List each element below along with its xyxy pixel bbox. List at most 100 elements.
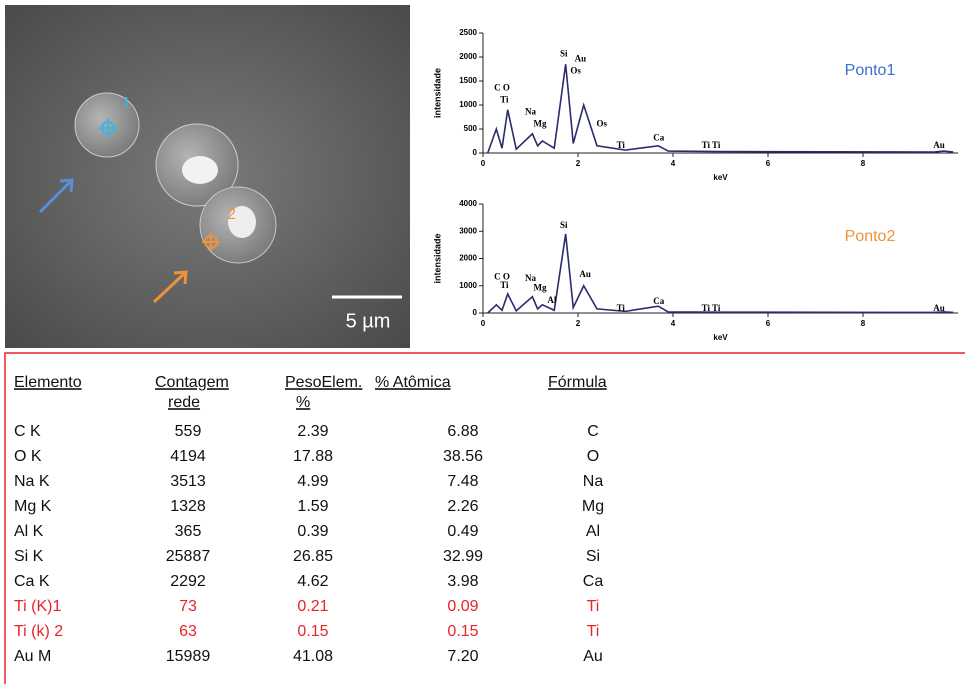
y-tick-label: 1000 — [459, 281, 477, 290]
table-cell: O K — [14, 448, 42, 465]
table-cell: 73 — [179, 598, 197, 615]
table-cell: 63 — [179, 623, 197, 640]
y-tick-label: 4000 — [459, 199, 477, 208]
table-header: % — [296, 394, 310, 411]
table-cell: 15989 — [166, 648, 211, 665]
peak-label: Os — [570, 65, 581, 75]
table-cell: Au M — [14, 648, 51, 665]
peak-label: Ti — [617, 303, 626, 313]
peak-label: Mg — [534, 118, 547, 128]
table-header: Contagem — [155, 374, 229, 391]
table-cell: 7.48 — [447, 473, 478, 490]
table-cell: Na K — [14, 473, 50, 490]
table-cell: Ti — [587, 623, 600, 640]
x-tick-label: 2 — [576, 159, 581, 168]
spectrum-line — [486, 64, 954, 154]
x-axis-label: keV — [713, 173, 728, 182]
table-frame — [4, 352, 965, 684]
table-cell: 6.88 — [447, 423, 478, 440]
peak-label: Ca — [653, 296, 664, 306]
peak-label: Au — [933, 303, 945, 313]
table-cell: Na — [583, 473, 604, 490]
x-tick-label: 0 — [481, 159, 486, 168]
spectrum-line — [487, 233, 954, 314]
x-tick-label: 8 — [861, 319, 866, 328]
table-cell: C K — [14, 423, 41, 440]
table-cell: 41.08 — [293, 648, 333, 665]
table-cell: Ca — [583, 573, 604, 590]
table-header: PesoElem. — [285, 374, 362, 391]
table-cell: 2292 — [170, 573, 206, 590]
table-cell: Mg K — [14, 498, 52, 515]
y-axis-label: intensidade — [432, 68, 442, 118]
y-tick-label: 2500 — [459, 28, 477, 37]
peak-label: Si — [560, 49, 568, 59]
peak-label: C O — [494, 82, 510, 92]
x-tick-label: 0 — [481, 319, 486, 328]
table-header: % Atômica — [375, 374, 451, 391]
x-tick-label: 8 — [861, 159, 866, 168]
x-tick-label: 6 — [766, 319, 771, 328]
table-cell: C — [587, 423, 599, 440]
peak-label: Ca — [653, 133, 664, 143]
table-cell: 4.99 — [297, 473, 328, 490]
table-cell: 2.39 — [297, 423, 328, 440]
y-tick-label: 1500 — [459, 76, 477, 85]
table-cell: 2.26 — [447, 498, 478, 515]
table-cell: 365 — [175, 523, 202, 540]
table-cell: Al K — [14, 523, 44, 540]
peak-label: Ti Ti — [702, 140, 721, 150]
x-tick-label: 2 — [576, 319, 581, 328]
peak-label: Au — [579, 269, 591, 279]
y-axis-label: intensidade — [432, 233, 442, 283]
peak-label: Ti — [617, 140, 626, 150]
x-tick-label: 6 — [766, 159, 771, 168]
table-cell: 1328 — [170, 498, 206, 515]
table-cell: Ti (k) 2 — [14, 623, 63, 640]
peak-label: Na — [525, 273, 536, 283]
table-cell: Si — [586, 548, 600, 565]
peak-label: Si — [560, 220, 568, 230]
peak-label: Au — [933, 140, 945, 150]
y-tick-label: 0 — [473, 148, 478, 157]
y-tick-label: 1000 — [459, 100, 477, 109]
table-cell: 25887 — [166, 548, 211, 565]
point-label: 2 — [227, 206, 236, 223]
spectrum-title: Ponto2 — [845, 228, 896, 245]
table-cell: 0.15 — [297, 623, 328, 640]
peak-label: C O — [494, 272, 510, 282]
peak-label: Al — [547, 295, 556, 305]
table-cell: Ti (K)1 — [14, 598, 62, 615]
table-header: Fórmula — [548, 374, 607, 391]
table-cell: 0.09 — [447, 598, 478, 615]
table-cell: Al — [586, 523, 600, 540]
table-cell: 0.49 — [447, 523, 478, 540]
peak-label: Ti — [500, 280, 509, 290]
table-cell: 0.39 — [297, 523, 328, 540]
table-cell: Au — [583, 648, 603, 665]
table-cell: Ca K — [14, 573, 50, 590]
y-tick-label: 2000 — [459, 254, 477, 263]
table-cell: 4194 — [170, 448, 206, 465]
x-tick-label: 4 — [671, 319, 676, 328]
peak-label: Ti — [500, 94, 509, 104]
peak-label: Mg — [534, 283, 547, 293]
table-cell: 32.99 — [443, 548, 483, 565]
sem-image: 1 2 5 µm — [5, 5, 410, 348]
table-cell: Mg — [582, 498, 604, 515]
table-cell: Si K — [14, 548, 44, 565]
table-cell: 559 — [175, 423, 202, 440]
x-axis-label: keV — [713, 333, 728, 342]
table-cell: 0.21 — [297, 598, 328, 615]
peak-label: Ti Ti — [702, 303, 721, 313]
y-tick-label: 3000 — [459, 226, 477, 235]
table-cell: 3.98 — [447, 573, 478, 590]
peak-label: Au — [575, 53, 587, 63]
y-tick-label: 2000 — [459, 52, 477, 61]
spectrum-title: Ponto1 — [845, 62, 896, 79]
table-header: rede — [168, 394, 200, 411]
table-header: Elemento — [14, 374, 82, 391]
y-tick-label: 0 — [473, 308, 478, 317]
table-cell: Ti — [587, 598, 600, 615]
